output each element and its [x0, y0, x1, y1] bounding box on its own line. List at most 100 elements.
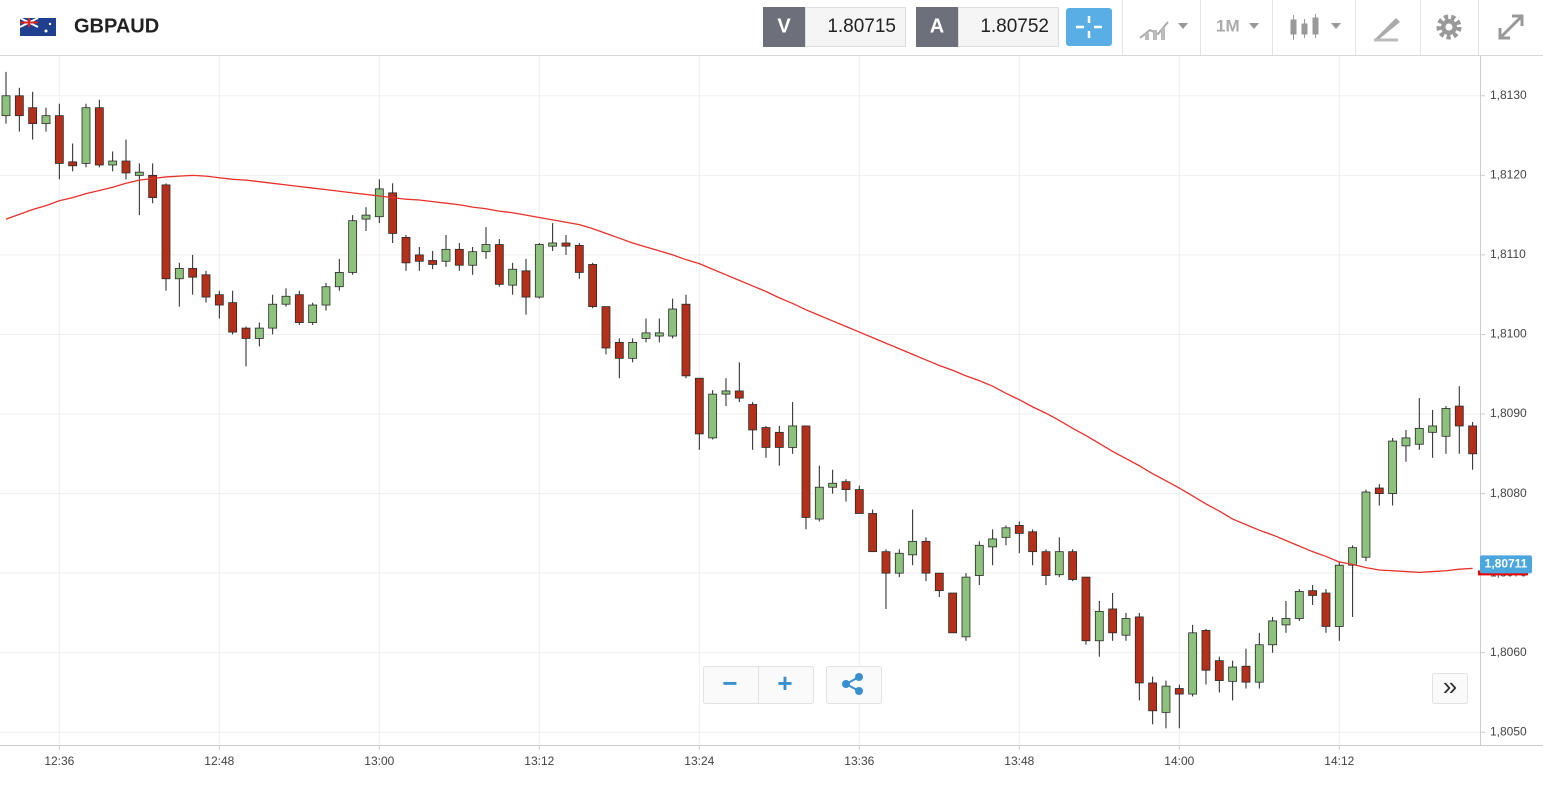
- candle-body: [561, 242, 571, 247]
- candle-body: [441, 248, 451, 262]
- candle-body: [1014, 525, 1024, 534]
- candle-body: [148, 174, 158, 199]
- y-tick-label: 1,8100: [1490, 327, 1527, 341]
- candle-body: [228, 302, 238, 333]
- zoom-out[interactable]: −: [722, 668, 737, 698]
- candle-body: [94, 107, 104, 166]
- candle-body: [14, 95, 24, 117]
- candle-body: [1241, 665, 1251, 683]
- timeframe-button[interactable]: 1M: [1216, 16, 1259, 35]
- candle-body: [614, 342, 624, 359]
- candle-body: [41, 115, 51, 125]
- bid-label: V: [777, 15, 791, 37]
- candle-body: [748, 404, 758, 431]
- candle-body: [814, 486, 824, 520]
- y-tick-label: 1,8050: [1490, 724, 1527, 738]
- candle-body: [1388, 440, 1398, 494]
- candle-body: [334, 272, 344, 288]
- candle-body: [108, 160, 118, 166]
- candle-style-button[interactable]: [1290, 14, 1341, 40]
- candle-body: [28, 107, 38, 125]
- candle-body: [1268, 620, 1278, 646]
- last-price-label: 1,80711: [1485, 557, 1528, 571]
- candle-body: [1348, 547, 1358, 566]
- candle-body: [1174, 688, 1184, 695]
- candle-body: [708, 393, 718, 439]
- zoom-in[interactable]: +: [777, 668, 792, 698]
- scroll-end[interactable]: »: [1443, 671, 1457, 701]
- crosshair-button[interactable]: [1066, 8, 1112, 46]
- candle-body: [988, 538, 998, 548]
- candle-body: [121, 160, 131, 174]
- candle-body: [1294, 591, 1304, 619]
- timeframe: 1M: [1216, 16, 1240, 35]
- x-tick-label: 12:36: [44, 754, 74, 768]
- y-tick-label: 1,8080: [1490, 486, 1527, 500]
- candle-body: [961, 576, 971, 638]
- candle-body: [854, 489, 864, 514]
- candle-body: [54, 115, 64, 164]
- bid-button[interactable]: [763, 7, 805, 47]
- candle-body: [1428, 425, 1438, 433]
- candle-body: [1108, 608, 1118, 634]
- x-tick-label: 13:12: [524, 754, 554, 768]
- y-tick-label: 1,8090: [1490, 406, 1527, 420]
- toolbar-separators: [1122, 0, 1479, 55]
- candle-body: [1454, 405, 1464, 427]
- candle-body: [734, 390, 744, 399]
- candle-body: [948, 592, 958, 634]
- candle-body: [1121, 618, 1131, 636]
- candle-body: [828, 482, 838, 488]
- candle-body: [788, 425, 798, 448]
- candle-body: [654, 332, 664, 337]
- candle-body: [881, 551, 891, 574]
- candle-body: [934, 572, 944, 592]
- symbol: GBPAUD: [74, 15, 159, 37]
- candle-body: [294, 294, 304, 323]
- settings-button[interactable]: [1436, 14, 1462, 40]
- moving-average: [5, 174, 1473, 574]
- candle-body: [374, 188, 384, 218]
- ask-button[interactable]: [916, 7, 958, 47]
- candle-body: [801, 425, 811, 518]
- chart-type-button[interactable]: [1139, 21, 1188, 40]
- candle-body: [214, 294, 224, 306]
- share-button[interactable]: [826, 666, 882, 704]
- ask-price: 1.80752: [980, 16, 1049, 37]
- candle-body: [868, 513, 878, 553]
- candle-body: [1081, 576, 1091, 642]
- drawing-tools-button[interactable]: [1374, 18, 1400, 42]
- candle-body: [1334, 564, 1344, 627]
- candle-body: [68, 161, 78, 167]
- x-tick-label: 13:24: [684, 754, 714, 768]
- fullscreen-button[interactable]: [1498, 14, 1524, 40]
- last-price-tag: [1480, 555, 1532, 574]
- candle-body: [134, 171, 144, 176]
- candle-body: [1134, 616, 1144, 684]
- candle-body: [281, 295, 291, 305]
- candle-body: [201, 274, 211, 298]
- candle-body: [574, 244, 584, 273]
- x-tick-label: 12:48: [204, 754, 234, 768]
- candle-body: [721, 390, 731, 395]
- candle-body: [308, 304, 318, 323]
- candle-body: [628, 342, 638, 359]
- candle-body: [761, 427, 771, 448]
- candle-body: [414, 254, 424, 262]
- candle-body: [1281, 618, 1291, 626]
- candle-body: [1028, 531, 1038, 553]
- y-tick-label: 1,8120: [1490, 168, 1527, 182]
- x-tick-label: 13:36: [844, 754, 874, 768]
- x-tick-label: 13:00: [364, 754, 394, 768]
- candle-body: [694, 377, 704, 435]
- bid-price: 1.80715: [827, 16, 896, 37]
- candle-body: [1228, 666, 1238, 682]
- y-tick-label: 1,8060: [1490, 645, 1527, 659]
- candle-body: [428, 260, 438, 265]
- candle-body: [481, 244, 491, 253]
- candle-body: [908, 540, 918, 556]
- scroll-end-button[interactable]: [1432, 673, 1468, 704]
- ask-label: A: [930, 15, 944, 37]
- candle-body: [388, 192, 398, 234]
